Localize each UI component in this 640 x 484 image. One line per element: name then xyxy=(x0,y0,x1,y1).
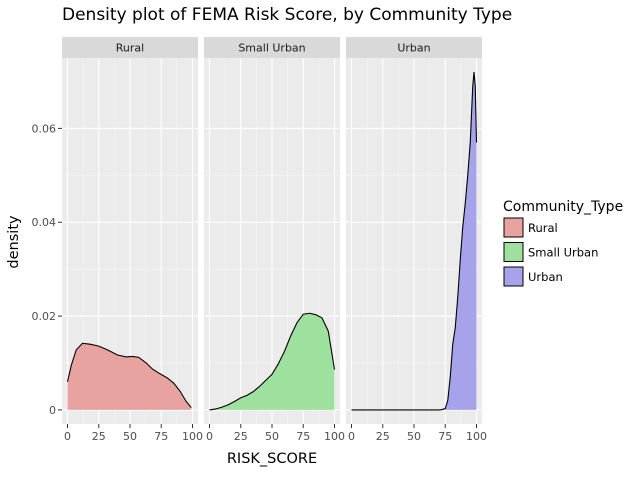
facet-strip-label: Small Urban xyxy=(238,42,305,55)
chart-title: Density plot of FEMA Risk Score, by Comm… xyxy=(62,5,512,25)
y-tick-label: 0 xyxy=(49,404,56,417)
facet-strip xyxy=(346,37,482,58)
facet-panel: Urban xyxy=(346,37,482,424)
density-line xyxy=(209,312,336,411)
x-tick-label: 25 xyxy=(234,430,248,443)
x-tick-label: 25 xyxy=(376,430,390,443)
axis-layer: 0 25 50 75 100 0 25 50 75 100 0 25 50 75 10000.020.040… xyxy=(32,122,488,443)
y-tick-label: 0.06 xyxy=(32,122,57,135)
legend-label: Rural xyxy=(528,221,558,235)
density-line xyxy=(66,342,192,408)
density-area xyxy=(351,72,477,410)
x-tick-label: 100 xyxy=(182,430,203,443)
x-tick-label: 0 xyxy=(64,430,71,443)
facet-strip xyxy=(62,37,198,58)
y-tick-label: 0.02 xyxy=(32,310,57,323)
density-line xyxy=(351,72,478,411)
legend-swatch xyxy=(503,266,524,287)
x-tick-label: 50 xyxy=(407,430,421,443)
legend-swatch xyxy=(503,217,524,238)
density-area xyxy=(67,343,192,410)
x-tick-label: 75 xyxy=(438,430,452,443)
x-axis-title: RISK_SCORE xyxy=(227,451,317,467)
legend-label: Small Urban xyxy=(528,246,598,260)
x-tick-label: 75 xyxy=(154,430,168,443)
y-tick-label: 0.04 xyxy=(32,216,57,229)
x-tick-label: 50 xyxy=(265,430,279,443)
panels-layer: Rural Small Urban Urban xyxy=(62,37,482,424)
x-tick-label: 0 xyxy=(348,430,355,443)
facet-strip xyxy=(204,37,340,58)
legend: Community_Type Rural Small Urban Urban xyxy=(503,199,623,287)
x-tick-label: 50 xyxy=(123,430,137,443)
x-tick-label: 75 xyxy=(296,430,310,443)
x-tick-label: 100 xyxy=(466,430,487,443)
y-axis-title: density xyxy=(6,215,22,269)
legend-swatch xyxy=(503,242,524,262)
legend-title: Community_Type xyxy=(503,199,623,215)
x-tick-label: 0 xyxy=(206,430,213,443)
legend-label: Urban xyxy=(528,270,563,284)
facet-panel: Rural xyxy=(62,37,198,424)
facet-strip-label: Rural xyxy=(116,42,144,55)
facet-strip-label: Urban xyxy=(397,42,430,55)
x-tick-label: 100 xyxy=(324,430,345,443)
facet-panel: Small Urban xyxy=(204,37,340,424)
x-tick-label: 25 xyxy=(92,430,106,443)
density-area xyxy=(209,313,335,410)
